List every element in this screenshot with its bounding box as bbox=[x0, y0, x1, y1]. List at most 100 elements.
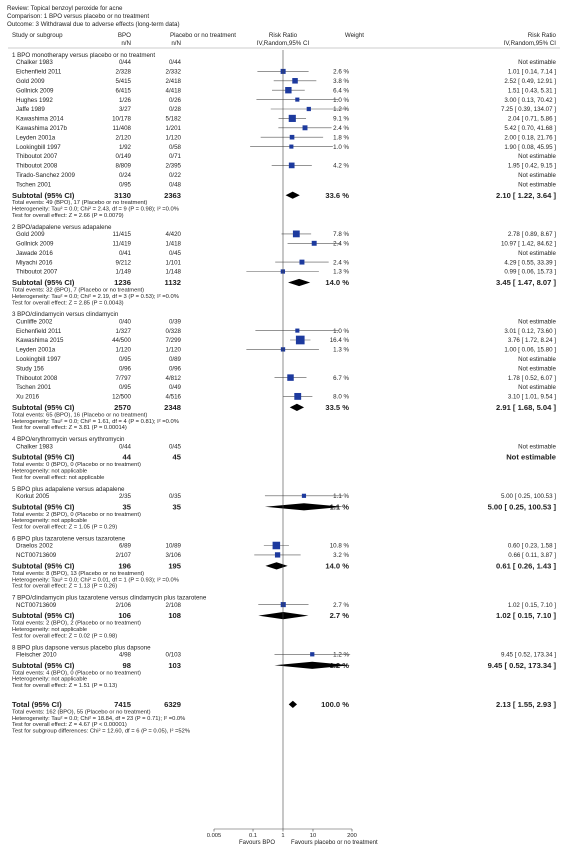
study-control-events: 5/182 bbox=[166, 116, 182, 123]
study-name: Thiboutot 2008 bbox=[16, 375, 58, 382]
study-name: Xu 2016 bbox=[16, 394, 40, 401]
study-name: Tirado-Sanchez 2009 bbox=[16, 172, 75, 179]
study-control-events: 0/328 bbox=[166, 328, 182, 335]
total-note: Test for subgroup differences: Chi² = 12… bbox=[12, 729, 190, 735]
study-weight: 1.3 % bbox=[333, 269, 349, 276]
study-name: Miyachi 2016 bbox=[16, 259, 53, 266]
total-risk-ratio: 2.13 [ 1.55, 2.93 ] bbox=[496, 700, 556, 709]
study-weight: 6.4 % bbox=[333, 87, 349, 94]
subtotal-label: Subtotal (95% CI) bbox=[12, 403, 75, 412]
study-bpo-events: 6/89 bbox=[119, 543, 132, 550]
subtotal-diamond bbox=[285, 191, 300, 199]
study-point bbox=[301, 493, 307, 498]
study-control-events: 1/201 bbox=[166, 125, 182, 132]
study-control-events: 0/49 bbox=[169, 384, 182, 391]
study-risk-ratio: 5.42 [ 0.70, 41.68 ] bbox=[504, 125, 556, 132]
study-control-events: 0/45 bbox=[169, 443, 182, 450]
study-risk-ratio: 2.78 [ 0.89, 8.67 ] bbox=[508, 231, 556, 238]
subtotal-risk-ratio: 2.91 [ 1.68, 5.04 ] bbox=[496, 403, 556, 412]
subgroup-note: Total events: 2 (BPO), 0 (Placebo or no … bbox=[12, 512, 141, 518]
subtotal-weight: 14.0 % bbox=[325, 278, 349, 287]
study-point bbox=[306, 106, 311, 112]
study-bpo-events: 44/500 bbox=[112, 337, 131, 344]
study-weight: 2.4 % bbox=[333, 259, 349, 266]
review-title: Review: Topical benzoyl peroxide for acn… bbox=[7, 5, 123, 12]
study-point bbox=[289, 144, 294, 149]
study-control-events: 0/71 bbox=[169, 153, 182, 160]
subgroup-note: Heterogeneity: not applicable bbox=[12, 677, 87, 683]
study-bpo-events: 1/327 bbox=[116, 328, 132, 335]
column-header-risk-ratio-2-method: IV,Random,95% CI bbox=[504, 40, 557, 47]
study-control-events: 2/108 bbox=[166, 602, 182, 609]
study-name: Jaffe 1989 bbox=[16, 106, 45, 113]
study-control-events: 0/39 bbox=[169, 318, 182, 325]
subgroup-note: Test for overall effect: Z = 1.51 (P = 0… bbox=[12, 683, 117, 689]
study-risk-ratio: Not estimable bbox=[518, 384, 556, 391]
study-risk-ratio: Not estimable bbox=[518, 153, 556, 160]
study-point bbox=[311, 240, 317, 246]
study-risk-ratio: 2.04 [ 0.71, 5.86 ] bbox=[508, 116, 556, 123]
study-weight: 16.4 % bbox=[330, 337, 350, 344]
study-control-events: 2/418 bbox=[166, 78, 182, 85]
study-weight: 1.0 % bbox=[333, 144, 349, 151]
study-bpo-events: 2/328 bbox=[116, 69, 132, 76]
study-control-events: 3/106 bbox=[166, 552, 182, 559]
study-risk-ratio: 1.78 [ 0.52, 6.07 ] bbox=[508, 375, 556, 382]
study-name: Chalker 1983 bbox=[16, 59, 53, 66]
study-weight: 6.7 % bbox=[333, 375, 349, 382]
total-note: Test for overall effect: Z = 4.67 (P < 0… bbox=[12, 722, 127, 728]
study-bpo-events: 0/41 bbox=[119, 250, 132, 257]
subtotal-bpo-n: 106 bbox=[118, 611, 131, 620]
study-bpo-events: 0/95 bbox=[119, 181, 132, 188]
study-name: Lookingbill 1997 bbox=[16, 144, 61, 151]
study-name: NCT00713609 bbox=[16, 552, 57, 559]
study-bpo-events: 5/415 bbox=[116, 78, 132, 85]
column-header-risk-ratio-method: IV,Random,95% CI bbox=[257, 40, 310, 47]
study-control-events: 0/44 bbox=[169, 59, 182, 66]
study-control-events: 0/28 bbox=[169, 106, 182, 113]
subtotal-control-n: 1132 bbox=[165, 278, 181, 287]
study-weight: 1.8 % bbox=[333, 134, 349, 141]
total-note: Heterogeneity: Tau² = 0.0; Chi² = 18.84,… bbox=[12, 716, 185, 722]
subgroup-note: Test for overall effect: Z = 1.05 (P = 0… bbox=[12, 525, 117, 531]
subgroup-note: Total events: 0 (BPO), 0 (Placebo or no … bbox=[12, 462, 141, 468]
study-name: Eichenfield 2011 bbox=[16, 69, 62, 76]
study-name: Gollnick 2009 bbox=[16, 87, 54, 94]
column-header-placebo: Placebo or no treatment bbox=[170, 32, 236, 39]
study-risk-ratio: 10.97 [ 1.42, 84.62 ] bbox=[501, 241, 556, 248]
study-bpo-events: 11/419 bbox=[113, 241, 132, 248]
study-risk-ratio: Not estimable bbox=[518, 181, 556, 188]
study-bpo-events: 2/107 bbox=[116, 552, 132, 559]
study-risk-ratio: 7.25 [ 0.39, 134.07 ] bbox=[501, 106, 556, 113]
study-name: Thiboutot 2007 bbox=[16, 269, 58, 276]
study-name: Kawashima 2014 bbox=[16, 116, 64, 123]
study-weight: 10.8 % bbox=[330, 543, 350, 550]
study-weight: 9.1 % bbox=[333, 116, 349, 123]
total-note: Total events: 162 (BPO), 55 (Placebo or … bbox=[12, 709, 151, 715]
study-risk-ratio: 3.01 [ 0.12, 73.60 ] bbox=[504, 328, 556, 335]
study-bpo-events: 1/149 bbox=[116, 269, 132, 276]
study-control-events: 0/22 bbox=[169, 172, 182, 179]
study-risk-ratio: Not estimable bbox=[518, 250, 556, 257]
subtotal-diamond bbox=[289, 403, 305, 411]
column-header-risk-ratio: Risk Ratio bbox=[269, 32, 298, 39]
subtotal-diamond bbox=[264, 503, 344, 511]
subtotal-bpo-n: 35 bbox=[123, 502, 132, 511]
subtotal-control-n: 2348 bbox=[164, 403, 181, 412]
study-risk-ratio: 9.45 [ 0.52, 173.34 ] bbox=[501, 652, 556, 659]
subtotal-control-n: 108 bbox=[168, 611, 181, 620]
study-weight: 1.0 % bbox=[333, 97, 349, 104]
subtotal-risk-ratio: 9.45 [ 0.52, 173.34 ] bbox=[488, 661, 557, 670]
favours-bpo-label: Favours BPO bbox=[239, 840, 275, 846]
subgroup-note: Heterogeneity: Tau² = 0.0; Chi² = 0.01, … bbox=[12, 577, 179, 583]
study-risk-ratio: 3.00 [ 0.13, 70.42 ] bbox=[504, 97, 556, 104]
study-control-events: 0/96 bbox=[169, 365, 182, 372]
study-name: Chalker 1983 bbox=[16, 443, 53, 450]
study-name: Leyden 2001a bbox=[16, 134, 56, 141]
study-name: Study 156 bbox=[16, 365, 44, 372]
subtotal-label: Subtotal (95% CI) bbox=[12, 502, 75, 511]
subgroup-title: 6 BPO plus tazarotene versus tazarotene bbox=[12, 536, 126, 543]
study-bpo-events: 2/120 bbox=[116, 134, 132, 141]
x-axis-tick-label: 10 bbox=[310, 833, 316, 839]
study-point bbox=[292, 78, 298, 84]
